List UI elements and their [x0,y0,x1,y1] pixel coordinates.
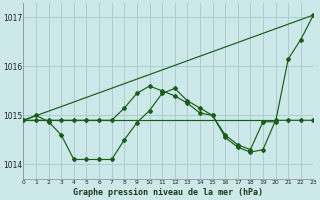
X-axis label: Graphe pression niveau de la mer (hPa): Graphe pression niveau de la mer (hPa) [73,188,263,197]
